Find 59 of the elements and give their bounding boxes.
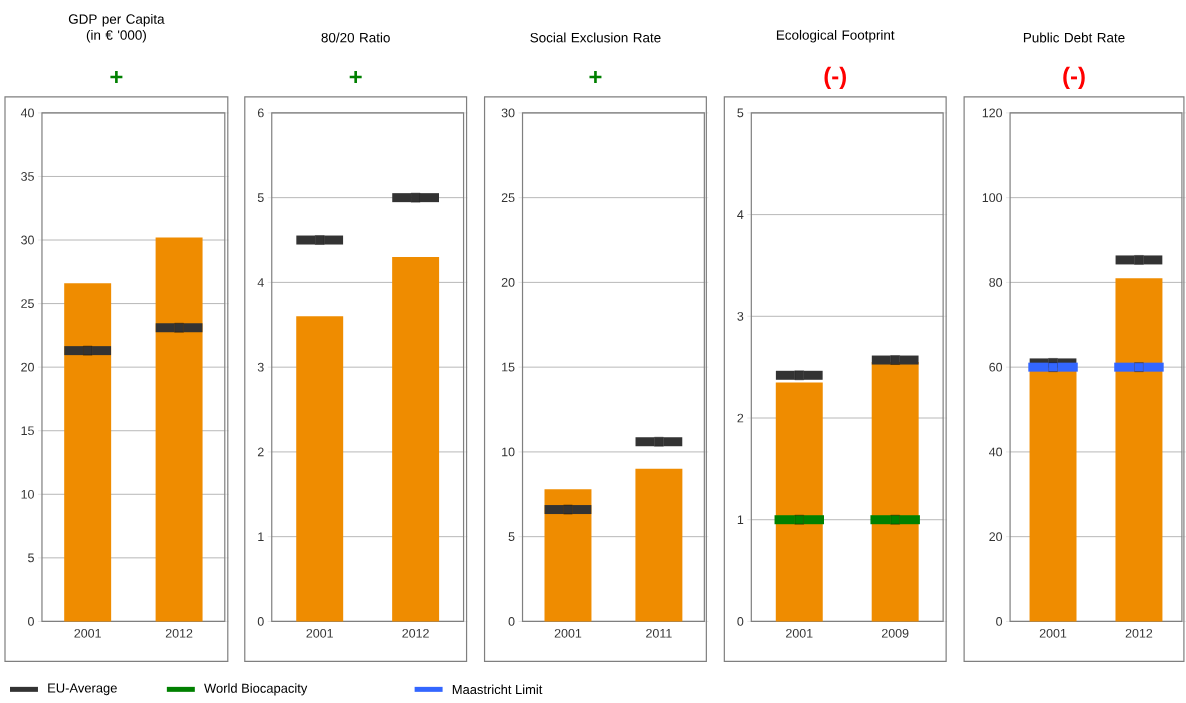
chart-subtitle: + (589, 70, 602, 83)
x-tick-label: 2001 (74, 628, 101, 638)
legend-label: Maastricht Limit (452, 684, 543, 694)
chart-subtitle: (-) (824, 66, 846, 89)
y-tick-label: 1 (737, 515, 744, 524)
y-tick-label: 5 (28, 553, 34, 563)
y-tick-label: 120 (982, 108, 1003, 118)
chart-subtitle: (-) (1063, 66, 1085, 89)
x-tick-label: 2001 (1039, 628, 1067, 638)
y-tick-label: 2 (257, 447, 264, 457)
y-tick-label: 1 (258, 532, 264, 541)
chart-title: Public Debt Rate (1023, 32, 1125, 43)
y-tick-label: 4 (257, 277, 264, 287)
y-tick-label: 60 (989, 362, 1003, 372)
y-tick-label: 10 (21, 489, 34, 499)
x-tick-label: 2001 (786, 628, 813, 638)
y-tick-label: 5 (508, 532, 515, 541)
y-tick-label: 25 (21, 299, 34, 308)
y-tick-label: 4 (737, 210, 744, 219)
x-tick-label: 2001 (306, 628, 333, 638)
x-tick-label: 2012 (165, 628, 193, 638)
chart-subtitle: + (349, 70, 362, 83)
legend-label: EU-Average (48, 683, 117, 695)
y-tick-label: 10 (502, 447, 515, 457)
y-tick-label: 6 (257, 108, 264, 118)
x-tick-label: 2001 (554, 628, 582, 638)
chart-title: Social Exclusion Rate (530, 32, 661, 43)
y-tick-label: 0 (508, 616, 515, 626)
y-tick-label: 2 (737, 413, 744, 423)
y-tick-label: 0 (737, 616, 744, 626)
y-tick-label: 0 (257, 616, 264, 626)
y-tick-label: 40 (20, 108, 34, 118)
y-tick-label: 15 (502, 362, 515, 372)
y-tick-label: 30 (501, 108, 515, 118)
y-tick-label: 20 (21, 362, 34, 372)
y-tick-label: 0 (28, 616, 34, 626)
y-tick-label: 20 (989, 532, 1003, 541)
y-tick-label: 30 (21, 235, 34, 245)
y-tick-label: 5 (737, 108, 744, 118)
chart-title: Ecological Footprint (776, 29, 895, 43)
legend-label: World Biocapacity (204, 683, 308, 696)
y-tick-label: 20 (501, 277, 515, 287)
y-tick-label: 35 (21, 171, 34, 181)
x-tick-label: 2011 (646, 628, 672, 638)
y-tick-label: 100 (982, 193, 1003, 202)
chart-title: GDP per Capita (in € '000) (68, 13, 165, 43)
chart-title: 80/20 Ratio (321, 32, 390, 43)
y-tick-label: 40 (989, 447, 1003, 457)
y-tick-label: 15 (21, 426, 34, 435)
y-tick-label: 3 (737, 311, 744, 321)
y-tick-label: 25 (501, 193, 515, 202)
x-tick-label: 2012 (1125, 628, 1153, 638)
y-tick-label: 5 (257, 193, 264, 202)
y-tick-label: 80 (989, 277, 1003, 287)
y-tick-label: 0 (996, 616, 1003, 626)
x-tick-label: 2012 (402, 628, 429, 638)
x-tick-label: 2009 (881, 628, 909, 638)
chart-subtitle: + (110, 70, 123, 83)
y-tick-label: 3 (257, 362, 264, 372)
